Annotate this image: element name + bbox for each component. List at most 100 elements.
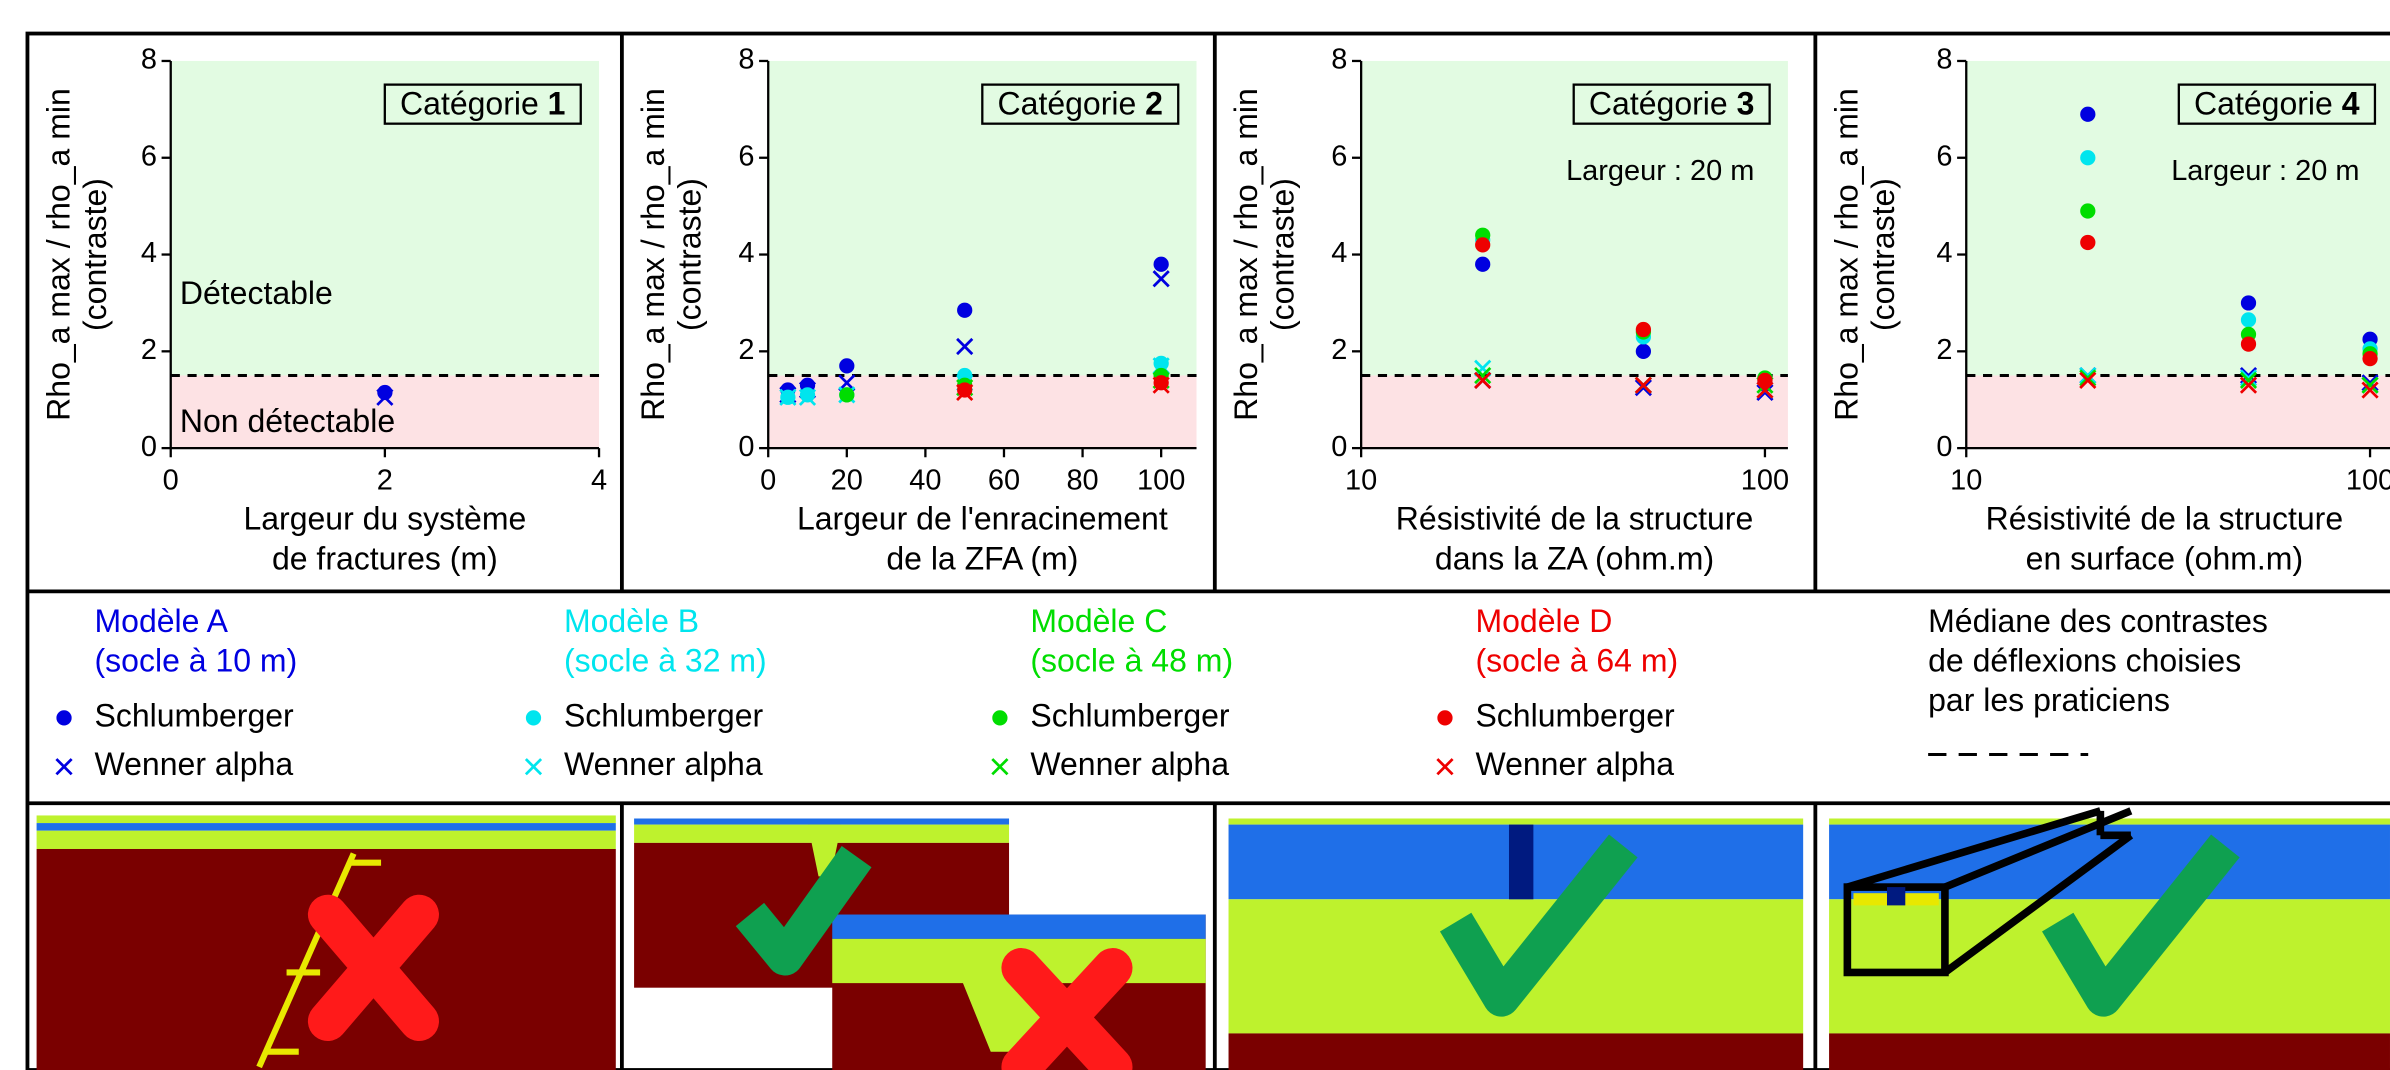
data-point [1636,344,1651,359]
title-number: 4 [2342,86,2360,122]
legend-marker [992,759,1007,774]
zone-label: Détectable [180,275,333,311]
x-axis-label: Largeur de l'enracinement [797,501,1168,537]
y-tick-label: 0 [1936,431,1952,463]
legend-subtitle: (socle à 64 m) [1475,642,1678,678]
title-prefix: Catégorie [998,86,1137,122]
layer [832,915,1205,939]
x-axis-label: de fractures (m) [272,540,498,576]
chart-title: Catégorie 2 [998,86,1163,122]
legend-marker [1437,759,1452,774]
y-tick-label: 0 [738,431,754,463]
annotation: Largeur : 20 m [2171,155,2359,187]
x-tick-label: 100 [2346,464,2390,496]
title-prefix: Catégorie [2194,86,2333,122]
legend-title: Modèle C [1030,603,1167,639]
chart-title: Catégorie 4 [2194,86,2360,122]
title-prefix: Catégorie [1589,86,1728,122]
legend-marker [1437,710,1452,725]
x-tick-label: 4 [591,464,607,496]
legend-marker [992,710,1007,725]
data-point [2241,312,2256,327]
title-number: 3 [1737,86,1755,122]
data-point [2080,150,2095,165]
y-tick-label: 6 [1936,140,1952,172]
x-tick-label: 100 [1137,464,1185,496]
layer [1229,819,1804,825]
figure: 02468024Rho_a max / rho_a min(contraste)… [0,0,2390,1070]
legend-label: Wenner alpha [1030,746,1229,782]
y-tick-label: 8 [738,44,754,76]
data-point [2080,107,2095,122]
y-tick-label: 2 [1331,334,1347,366]
x-axis-label: Résistivité de la structure [1396,501,1753,537]
layer [37,831,616,849]
data-point [1636,322,1651,337]
page: 02468024Rho_a max / rho_a min(contraste)… [0,0,2390,1070]
y-tick-label: 2 [1936,334,1952,366]
legend-marker [56,710,71,725]
legend-threshold-text: de déflexions choisies [1928,642,2241,678]
y-tick-label: 6 [1331,140,1347,172]
legend-marker [526,710,541,725]
y-axis-label: (contraste) [77,178,113,331]
y-tick-label: 6 [141,140,157,172]
data-point [1154,375,1169,390]
layer [37,823,616,831]
y-axis-label: Rho_a max / rho_a min [40,88,76,421]
x-tick-label: 10 [1950,464,1982,496]
legend-title: Modèle B [564,603,699,639]
y-axis-label: Rho_a max / rho_a min [635,88,671,421]
data-point [2241,336,2256,351]
chart-title: Catégorie 3 [1589,86,1754,122]
data-point [957,382,972,397]
legend-threshold-text: Médiane des contrastes [1928,603,2268,639]
legend-label: Schlumberger [564,697,764,733]
data-point [1154,257,1169,272]
data-point [839,358,854,373]
y-tick-label: 8 [1936,44,1952,76]
x-tick-label: 40 [909,464,941,496]
zone-below [768,376,1196,449]
x-axis-label: de la ZFA (m) [886,540,1078,576]
y-axis-label: (contraste) [671,178,707,331]
legend-label: Wenner alpha [1475,746,1674,782]
x-tick-label: 60 [988,464,1020,496]
y-axis-label: Rho_a max / rho_a min [1228,88,1264,421]
legend-label: Wenner alpha [95,746,294,782]
x-tick-label: 80 [1066,464,1098,496]
y-tick-label: 6 [738,140,754,172]
x-axis-label: Largeur du système [243,501,526,537]
data-point [2241,295,2256,310]
x-tick-label: 10 [1345,464,1377,496]
data-point [2362,351,2377,366]
legend-label: Schlumberger [1475,697,1675,733]
y-tick-label: 8 [141,44,157,76]
data-point [1475,257,1490,272]
x-tick-label: 20 [831,464,863,496]
legend-label: Schlumberger [1030,697,1230,733]
y-tick-label: 0 [141,431,157,463]
data-point [800,387,815,402]
structure [1509,825,1533,900]
title-number: 1 [548,86,566,122]
layer [37,815,616,823]
y-axis-label: (contraste) [1264,178,1300,331]
data-point [1475,237,1490,252]
y-tick-label: 2 [141,334,157,366]
data-point [2080,235,2095,250]
y-tick-label: 4 [738,237,754,269]
legend-subtitle: (socle à 32 m) [564,642,767,678]
chart-title: Catégorie 1 [400,86,565,122]
legend-marker [56,759,71,774]
annotation: Largeur : 20 m [1566,155,1754,187]
legend-label: Wenner alpha [564,746,763,782]
zone-below [1966,376,2390,449]
title-prefix: Catégorie [400,86,539,122]
structure [1887,887,1905,905]
legend-subtitle: (socle à 48 m) [1030,642,1233,678]
data-point [2080,203,2095,218]
legend-threshold-text: par les praticiens [1928,682,2170,718]
y-tick-label: 4 [1331,237,1347,269]
zone-below [1361,376,1788,449]
